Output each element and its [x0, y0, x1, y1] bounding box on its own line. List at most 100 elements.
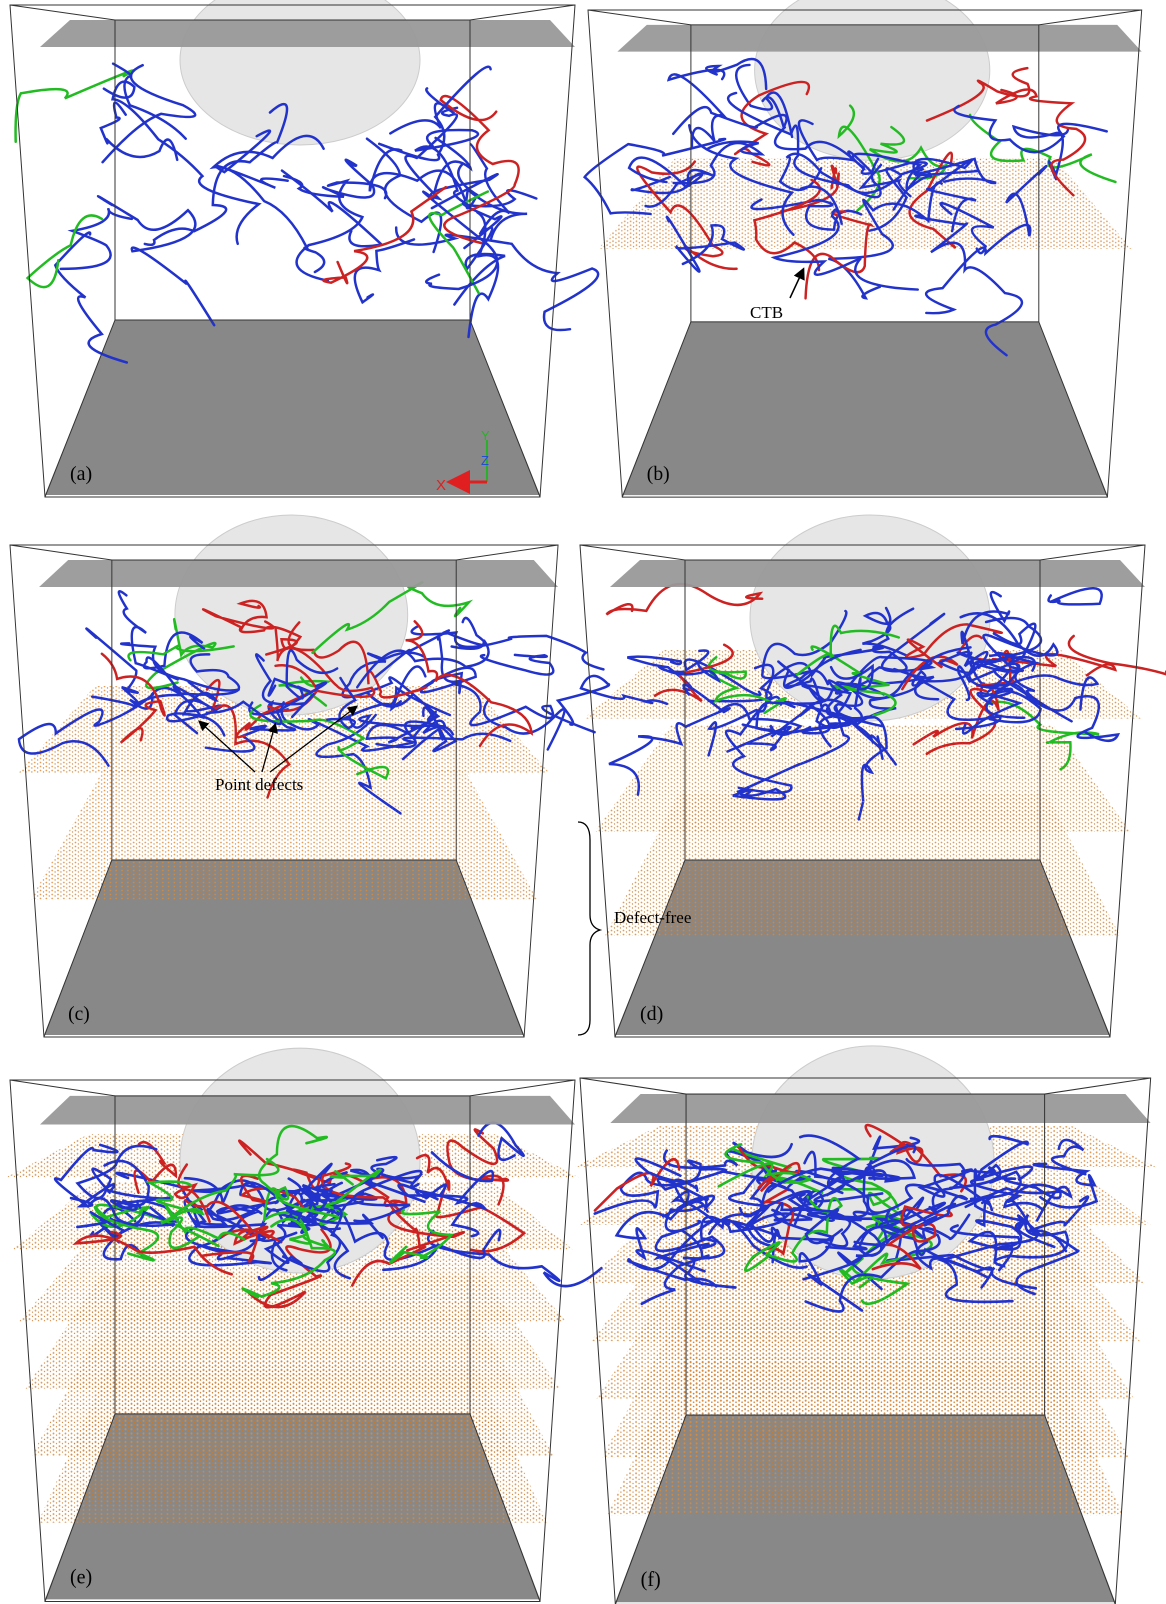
dislocation-line	[262, 1187, 330, 1249]
panel: (b)	[583, 0, 1143, 498]
dislocation-line	[770, 185, 919, 291]
dislocation-line	[786, 1190, 883, 1281]
dislocation-line	[145, 617, 217, 690]
dislocation-line	[267, 627, 376, 712]
dislocation-line	[1047, 587, 1103, 606]
dislocation-line	[749, 1192, 818, 1243]
dislocation-line	[101, 63, 197, 164]
dislocation-line	[914, 655, 1037, 701]
dislocation-line	[605, 582, 764, 616]
dislocation-line	[241, 1217, 337, 1299]
panel: (a)	[9, 0, 600, 498]
dislocation-line	[672, 140, 766, 185]
panel-label: (d)	[640, 1003, 663, 1025]
dislocation-line	[246, 1228, 332, 1309]
box-edge	[614, 1414, 687, 1604]
dislocation-line	[96, 194, 216, 327]
dislocation-line	[973, 1165, 1056, 1249]
dislocation-line	[405, 620, 534, 748]
dislocation-line	[913, 157, 997, 185]
box-back	[114, 1095, 471, 1415]
dislocation-line	[353, 238, 416, 305]
dislocation-line	[99, 101, 179, 162]
dislocation-line	[205, 681, 328, 726]
dislocation-line	[925, 66, 1031, 122]
dislocation-line	[25, 214, 104, 289]
dislocation-line	[627, 156, 704, 208]
dislocation-line	[14, 69, 135, 144]
dislocation-line	[341, 651, 441, 722]
dislocation-line	[862, 606, 908, 657]
dislocation-line	[825, 679, 876, 720]
top-plate	[610, 560, 1145, 587]
dislocation-line	[479, 653, 555, 676]
box-edge	[1038, 321, 1108, 498]
panel-label: (a)	[70, 463, 92, 485]
dislocation-line	[404, 106, 499, 210]
dislocation-line	[705, 57, 768, 91]
dislocation-line	[925, 687, 997, 756]
panel: (e)	[5, 1047, 603, 1603]
dislocation-line	[72, 1230, 233, 1276]
dislocation-line	[188, 1217, 272, 1267]
box-edge	[587, 9, 691, 26]
dislocation-line	[320, 1162, 466, 1252]
box-front	[9, 1079, 576, 1603]
dislocation-line	[718, 702, 803, 737]
dislocation-line	[315, 713, 402, 815]
box-back	[685, 1093, 1046, 1416]
dislocation-line	[666, 68, 728, 150]
box-back	[684, 559, 1041, 861]
dislocation-line	[871, 1205, 953, 1271]
lattice-plane	[605, 794, 1120, 936]
dislocation-line	[851, 152, 933, 211]
dislocation-line	[287, 621, 428, 699]
dislocation-line	[627, 1208, 786, 1288]
box-edge	[1044, 1077, 1151, 1095]
dislocation-line	[767, 1144, 917, 1193]
panel: (f)	[574, 1045, 1157, 1604]
box-edge	[44, 1413, 116, 1602]
dislocation-line	[905, 671, 1002, 731]
dislocation-line	[85, 627, 154, 710]
dislocation-line	[415, 1183, 489, 1238]
dislocation-line	[771, 1208, 908, 1264]
dislocation-line	[111, 62, 187, 140]
top-plate	[40, 20, 575, 47]
axis-x: X	[436, 477, 446, 494]
point-defects-label: Point defects	[215, 775, 303, 794]
dislocation-line	[102, 80, 262, 246]
dislocation-line	[804, 1219, 941, 1313]
dislocation-line	[985, 653, 1026, 720]
dislocation-line	[382, 1228, 502, 1272]
dislocation-line	[707, 645, 885, 703]
dislocation-line	[414, 128, 503, 250]
bottom-plate	[43, 860, 525, 1035]
dislocation-line	[634, 1157, 777, 1184]
bottom-plate	[622, 321, 1108, 496]
dislocation-line	[614, 1200, 709, 1273]
dislocation-line	[833, 646, 972, 728]
dislocation-line	[397, 1151, 495, 1206]
box-edge	[456, 544, 559, 561]
dislocation-line	[337, 665, 427, 723]
box-edge	[621, 321, 692, 498]
dislocation-line	[970, 1177, 1073, 1222]
dislocation-line	[593, 1171, 688, 1216]
top-plate	[40, 1095, 575, 1125]
dislocation-line	[583, 137, 727, 216]
ctb-label: CTB	[750, 303, 783, 322]
box-edge	[9, 544, 112, 561]
lattice-plane	[30, 770, 538, 900]
dislocation-line	[780, 164, 840, 213]
box-edge	[469, 319, 541, 498]
dislocation-line	[93, 1205, 160, 1262]
dislocation-line	[939, 201, 995, 255]
dislocation-line	[665, 215, 746, 273]
box-back	[114, 19, 471, 321]
dislocation-line	[377, 65, 492, 162]
dislocation-line	[949, 1224, 1021, 1264]
dislocation-line	[204, 699, 297, 753]
dislocation-line	[670, 1178, 808, 1269]
box-edge	[614, 859, 686, 1038]
